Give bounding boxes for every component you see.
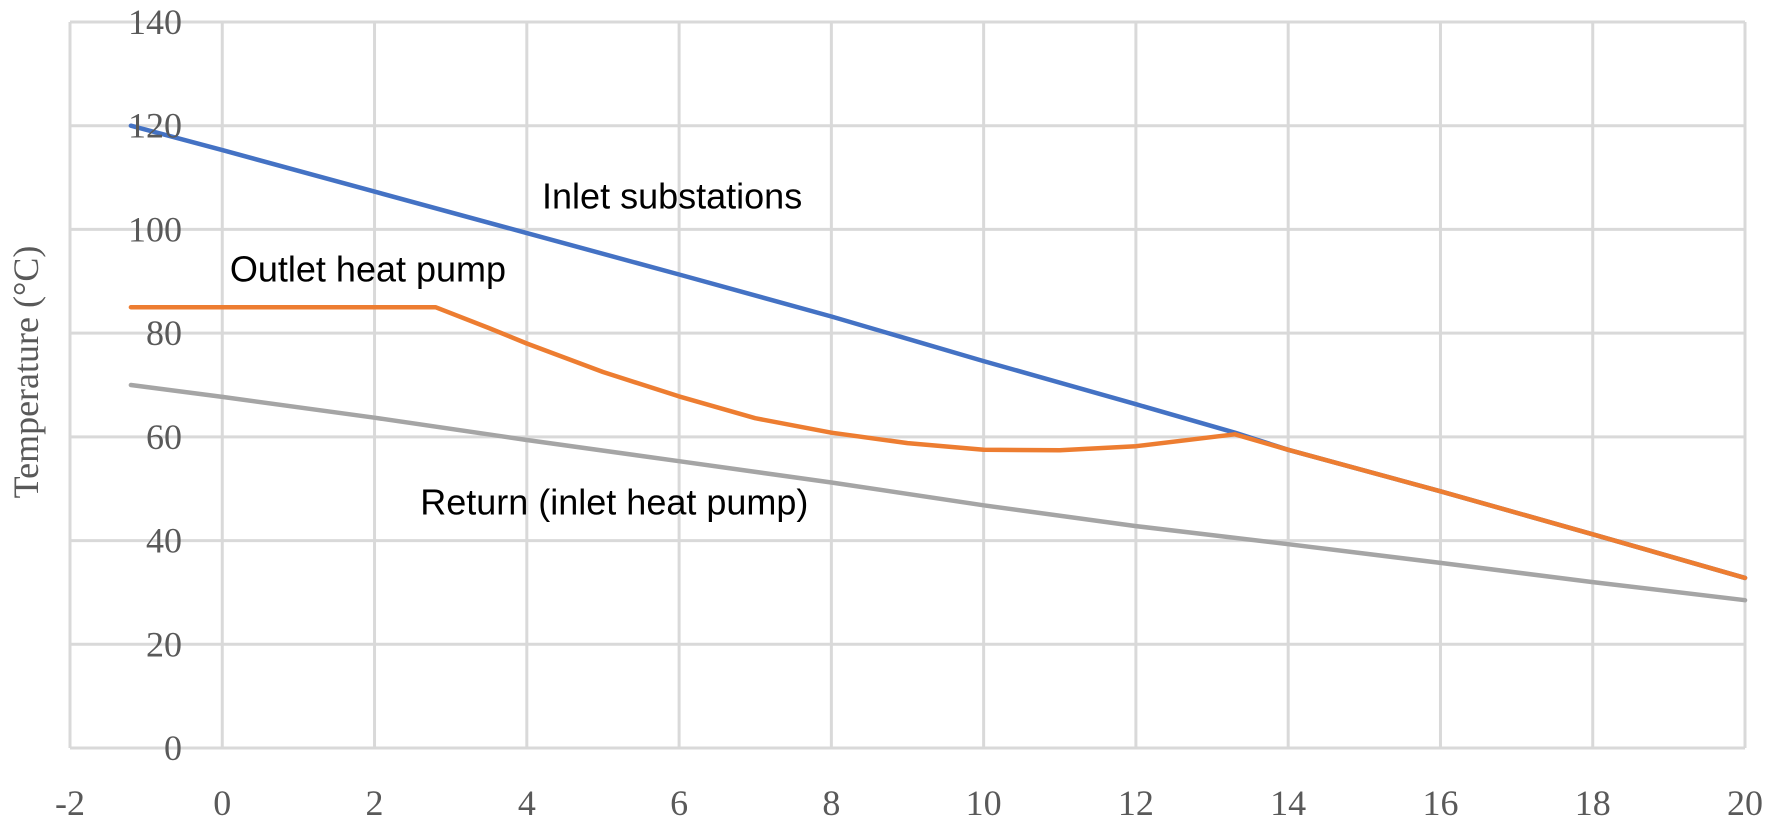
y-tick-label: 0 (164, 728, 182, 768)
y-axis-tick-labels: 0 20 40 60 80 100 120 140 (128, 2, 182, 768)
x-tick-label: 20 (1727, 783, 1763, 823)
y-tick-label: 100 (128, 209, 182, 249)
x-tick-label: 6 (670, 783, 688, 823)
y-tick-label: 140 (128, 2, 182, 42)
x-tick-label: 8 (822, 783, 840, 823)
y-tick-label: 40 (146, 521, 182, 561)
y-tick-label: 80 (146, 313, 182, 353)
y-axis-label: Temperature (°C) (6, 246, 46, 499)
y-tick-label: 60 (146, 417, 182, 457)
annotation-label: Inlet substations (542, 176, 802, 217)
vertical-gridlines (68, 22, 1747, 748)
y-tick-label: 120 (128, 106, 182, 146)
x-tick-label: 16 (1422, 783, 1458, 823)
x-tick-label: -2 (55, 783, 85, 823)
x-tick-label: 18 (1575, 783, 1611, 823)
series-annotations: Inlet substations Outlet heat pump Return … (230, 176, 809, 523)
x-tick-label: 14 (1270, 783, 1306, 823)
x-tick-label: 4 (518, 783, 536, 823)
x-axis-tick-labels: -2 0 2 4 6 8 10 12 14 16 18 20 (55, 783, 1763, 823)
series-line-return-inlet-heat-pump (128, 382, 1748, 603)
x-tick-label: 2 (366, 783, 384, 823)
annotation-label: Outlet heat pump (230, 248, 506, 289)
series-lines (128, 123, 1748, 603)
annotation-label: Return (inlet heat pump) (420, 482, 808, 523)
y-tick-label: 20 (146, 624, 182, 664)
x-tick-label: 10 (966, 783, 1002, 823)
x-tick-label: 12 (1118, 783, 1154, 823)
horizontal-gridlines (70, 20, 1745, 750)
x-tick-label: 0 (213, 783, 231, 823)
series-line-outlet-heat-pump (128, 304, 1748, 581)
